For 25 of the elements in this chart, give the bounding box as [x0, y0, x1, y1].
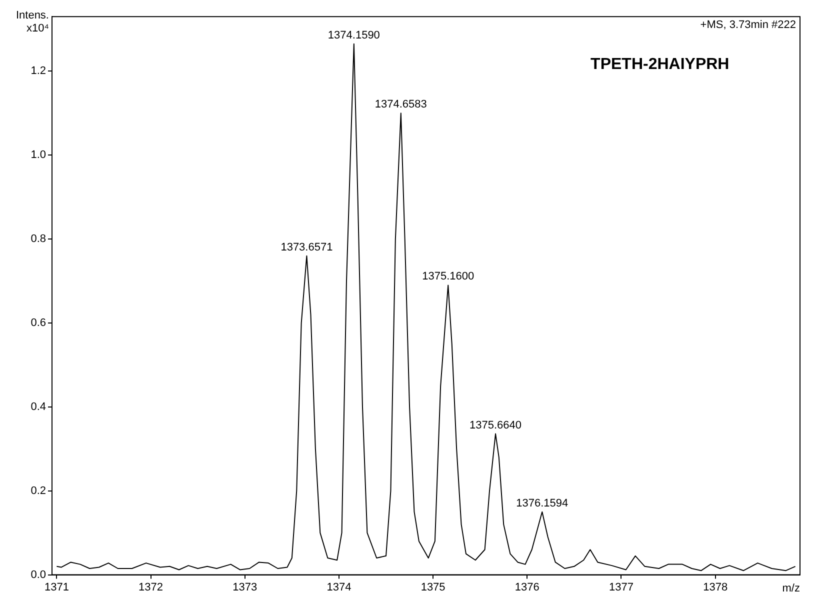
- y-axis-title: Intens. x10⁴: [16, 10, 50, 35]
- x-tick-label: 1371: [44, 581, 69, 594]
- y-tick-label: 0.0: [30, 568, 46, 581]
- annotation: TPETH-2HAIYPRH: [590, 56, 730, 74]
- x-tick-label: 1373: [232, 581, 258, 594]
- y-tick-label: 0.6: [30, 317, 46, 330]
- annotation: +MS, 3.73min #222: [700, 19, 796, 32]
- annotation: 1374.6583: [374, 98, 427, 111]
- annotation: 1373.6571: [280, 241, 333, 254]
- x-tick-label: 1375: [420, 581, 446, 594]
- y-tick-label: 1.0: [30, 149, 46, 162]
- y-tick-label: 0.8: [30, 233, 46, 246]
- annotation: 1376.1594: [516, 497, 568, 510]
- annotation: 1375.6640: [470, 419, 522, 432]
- x-tick-label: 1374: [326, 581, 352, 594]
- x-tick-label: 1372: [138, 581, 164, 594]
- x-axis-title: m/z: [782, 582, 800, 594]
- y-tick-label: 0.4: [30, 400, 46, 413]
- x-tick-label: 1376: [514, 581, 540, 594]
- y-tick-label: 1.2: [30, 65, 46, 78]
- x-tick-label: 1377: [608, 581, 634, 594]
- annotation: 1374.1590: [328, 29, 380, 42]
- x-tick-label: 1378: [703, 581, 728, 594]
- y-tick-label: 0.2: [30, 484, 46, 497]
- annotation: 1375.1600: [422, 270, 474, 283]
